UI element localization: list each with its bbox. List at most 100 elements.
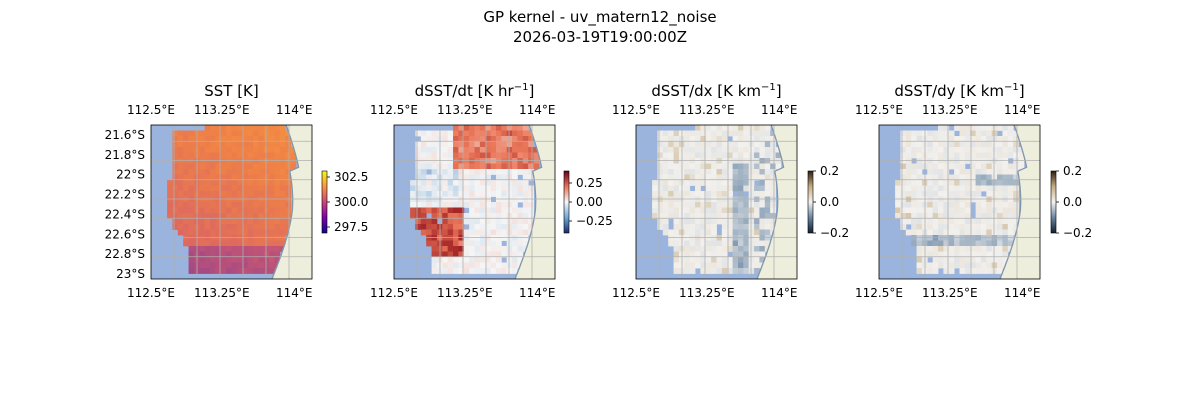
heatmap-cell (512, 174, 518, 181)
heatmap-cell (183, 147, 189, 153)
heatmap-cell (506, 125, 513, 131)
heatmap-cell (905, 180, 912, 186)
heatmap-cell (986, 169, 993, 175)
heatmap-cell (986, 251, 993, 258)
heatmap-cell (274, 207, 281, 214)
heatmap-cell (748, 130, 755, 137)
heatmap-cell (754, 224, 760, 230)
heatmap-cell (199, 196, 206, 203)
heatmap-cell (900, 141, 907, 148)
heatmap-cell (533, 158, 540, 164)
heatmap-cell (716, 185, 723, 192)
heatmap-cell (517, 207, 524, 214)
x-tick-label-bottom: 112.5°E (612, 286, 660, 300)
heatmap-cell (1007, 207, 1014, 214)
heatmap-cell (959, 196, 966, 203)
heatmap-cell (1002, 246, 1009, 252)
heatmap-cell (231, 152, 238, 159)
heatmap-cell (501, 169, 508, 175)
heatmap-cell (469, 141, 475, 148)
heatmap-cell (279, 229, 286, 236)
heatmap-cell (959, 185, 966, 192)
heatmap-cell (948, 224, 955, 230)
heatmap-cell (954, 147, 960, 153)
heatmap-cell (932, 240, 939, 247)
heatmap-cell (662, 196, 669, 203)
heatmap-cell (705, 262, 712, 269)
heatmap-cell (700, 251, 707, 258)
heatmap-cell (231, 218, 238, 225)
heatmap-cell (905, 152, 912, 159)
heatmap-cell (754, 251, 760, 258)
heatmap-cell (932, 130, 939, 137)
heatmap-cell (900, 147, 907, 153)
heatmap-cell (932, 224, 939, 230)
heatmap-cell (938, 158, 944, 164)
heatmap-cell (247, 125, 254, 131)
heatmap-cell (980, 141, 987, 148)
heatmap-cell (975, 185, 982, 192)
heatmap-cell (220, 235, 227, 241)
heatmap-cell (948, 262, 955, 269)
heatmap-cell (506, 191, 513, 197)
heatmap-cell (695, 262, 701, 269)
heatmap-cell (210, 158, 216, 164)
heatmap-cell (721, 218, 728, 225)
heatmap-cell (943, 268, 950, 274)
heatmap-cell (447, 174, 454, 181)
heatmap-cell (959, 207, 966, 214)
heatmap-cell (453, 185, 459, 192)
heatmap-cell (711, 268, 717, 274)
heatmap-cell (431, 196, 438, 203)
heatmap-cell (226, 169, 232, 175)
heatmap-cell (721, 136, 728, 142)
heatmap-cell (236, 224, 243, 230)
colorbar-tick-label: −0.2 (820, 226, 849, 240)
heatmap-cell (236, 240, 243, 247)
heatmap-cell (900, 163, 907, 170)
heatmap-cell (236, 125, 243, 131)
heatmap-cell (754, 191, 760, 197)
heatmap-cell (442, 136, 449, 142)
heatmap-cell (997, 240, 1003, 247)
heatmap-cell (479, 141, 486, 148)
heatmap-cell (474, 196, 481, 203)
heatmap-cell (517, 163, 524, 170)
heatmap-cell (204, 169, 211, 175)
heatmap-cell (932, 185, 939, 192)
heatmap-cell (759, 185, 766, 192)
heatmap-cell (279, 213, 286, 219)
heatmap-cell (964, 147, 971, 153)
heatmap-cell (474, 136, 481, 142)
heatmap-cell (759, 152, 766, 159)
heatmap-cell (426, 191, 432, 197)
heatmap-cell (485, 207, 491, 214)
heatmap-cell (274, 185, 281, 192)
heatmap-cell (463, 235, 470, 241)
heatmap-cell (948, 141, 955, 148)
heatmap-cell (269, 224, 275, 230)
heatmap-cell (938, 202, 944, 208)
heatmap-cell (748, 268, 755, 274)
heatmap-cell (911, 191, 917, 197)
heatmap-cell (980, 213, 987, 219)
heatmap-cell (420, 147, 427, 153)
heatmap-cell (1007, 218, 1014, 225)
heatmap-cell (964, 191, 971, 197)
heatmap-cell (204, 141, 211, 148)
heatmap-cell (743, 229, 750, 236)
heatmap-cell (986, 257, 993, 263)
heatmap-cell (905, 218, 912, 225)
heatmap-cell (274, 141, 281, 148)
heatmap-cell (1013, 169, 1019, 175)
heatmap-cell (485, 235, 491, 241)
heatmap-cell (522, 191, 529, 197)
heatmap-cell (528, 224, 534, 230)
heatmap-cell (442, 180, 449, 186)
heatmap-cell (501, 235, 508, 241)
heatmap-cell (442, 152, 449, 159)
heatmap-cell (684, 202, 691, 208)
heatmap-cell (501, 196, 508, 203)
heatmap-cell (215, 257, 222, 263)
heatmap-cell (705, 185, 712, 192)
